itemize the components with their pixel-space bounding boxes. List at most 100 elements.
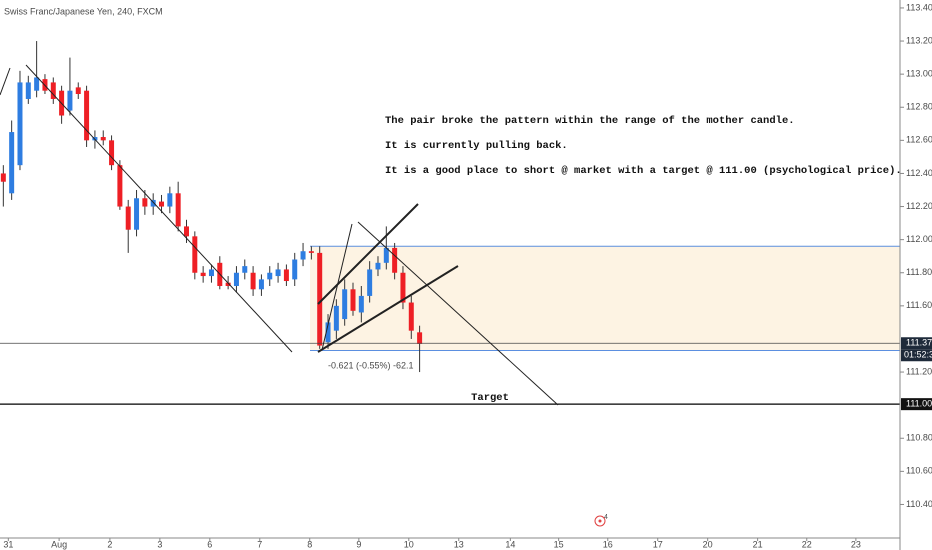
- y-tick-label: 112.200: [906, 201, 932, 211]
- y-tick-label: 113.200: [906, 35, 932, 45]
- arrow-line: [321, 223, 353, 351]
- candle-body: [383, 247, 389, 263]
- x-tick-label: 6: [207, 539, 212, 549]
- y-tick-label: 112.000: [906, 234, 932, 244]
- candle-body: [417, 332, 423, 344]
- candle-body: [84, 90, 90, 141]
- annotation: It is currently pulling back.: [385, 140, 568, 152]
- candle-body: [100, 137, 106, 141]
- trend-line: [25, 64, 293, 353]
- candle-body: [308, 251, 314, 253]
- measure-label: -0.621 (-0.55%) -62.1: [328, 360, 414, 370]
- candle-body: [183, 226, 189, 237]
- candle-body: [350, 289, 356, 311]
- candle-body: [125, 206, 131, 230]
- y-tick-label: 111.200: [906, 366, 932, 376]
- candle-body: [392, 247, 398, 273]
- x-tick-label: 14: [505, 539, 515, 549]
- last-price-label: 111.374: [906, 338, 932, 348]
- target-price-box: [901, 398, 932, 411]
- candle-body: [159, 201, 165, 207]
- candle-body: [0, 173, 6, 182]
- target-label: Target: [471, 392, 509, 404]
- candle-body: [17, 82, 23, 166]
- wedge-line: [317, 203, 419, 305]
- candle-body: [233, 272, 239, 286]
- x-tick-label: 15: [554, 539, 564, 549]
- candle-body: [67, 90, 73, 111]
- x-tick-label: 21: [753, 539, 763, 549]
- candle-body: [242, 266, 248, 273]
- y-tick-label: 113.400: [906, 2, 932, 12]
- last-price-box: [901, 337, 932, 350]
- y-tick-label: 112.400: [906, 168, 932, 178]
- candle-body: [225, 282, 231, 286]
- candle-body: [408, 302, 414, 331]
- candle-body: [9, 132, 15, 194]
- candle-body: [150, 199, 156, 207]
- x-tick-label: 31: [3, 539, 13, 549]
- candle-body: [333, 305, 339, 331]
- candle-body: [109, 140, 115, 166]
- countdown-box: [901, 349, 932, 362]
- y-tick-label: 110.400: [906, 499, 932, 509]
- x-tick-label: 13: [454, 539, 464, 549]
- range-box: [310, 246, 900, 351]
- candle-body: [200, 272, 206, 277]
- drawings: [0, 64, 559, 406]
- candle-body: [400, 272, 406, 303]
- candle-body: [25, 82, 31, 99]
- candle-body: [342, 289, 348, 320]
- countdown-label: 01:52:36: [904, 350, 932, 360]
- x-tick-label: 2: [107, 539, 112, 549]
- candle-body: [300, 251, 306, 260]
- candle-body: [292, 259, 298, 280]
- event-count: 4: [604, 514, 608, 521]
- arrow-line: [0, 67, 11, 96]
- x-tick-label: 9: [356, 539, 361, 549]
- candle-body: [117, 165, 123, 207]
- trend-line: [357, 221, 559, 406]
- candle-body: [367, 269, 373, 296]
- candle-body: [167, 193, 173, 207]
- y-tick-label: 110.600: [906, 466, 932, 476]
- chart-title: Swiss Franc/Japanese Yen, 240, FXCM: [4, 6, 163, 16]
- annotation: It is a good place to short @ market wit…: [385, 165, 902, 177]
- candle-body: [258, 279, 264, 290]
- candle-body: [142, 198, 148, 207]
- y-tick-label: 113.000: [906, 69, 932, 79]
- x-tick-label: 8: [307, 539, 312, 549]
- x-tick-label: 22: [802, 539, 812, 549]
- x-tick-label: 20: [703, 539, 713, 549]
- x-tick-label: 10: [404, 539, 414, 549]
- candle-body: [375, 262, 381, 270]
- event-dot: [598, 519, 602, 523]
- candle-body: [250, 272, 256, 290]
- x-tick-label: 16: [603, 539, 613, 549]
- candle-body: [34, 77, 40, 91]
- candle-body: [134, 198, 140, 230]
- candle-body: [75, 87, 81, 95]
- y-tick-label: 112.800: [906, 102, 932, 112]
- y-tick-label: 111.800: [906, 267, 932, 277]
- y-tick-label: 111.600: [906, 300, 932, 310]
- candle-body: [50, 82, 56, 99]
- candle-body: [175, 193, 181, 227]
- x-tick-label: Aug: [51, 539, 67, 549]
- candle-body: [358, 295, 364, 313]
- annotation: The pair broke the pattern within the ra…: [385, 115, 795, 127]
- candle-body: [317, 252, 323, 346]
- x-tick-label: 3: [157, 539, 162, 549]
- y-tick-label: 112.600: [906, 135, 932, 145]
- y-tick-label: 110.800: [906, 433, 932, 443]
- candle-body: [267, 272, 273, 280]
- plot: [0, 41, 900, 405]
- x-tick-label: 17: [653, 539, 663, 549]
- candle-body: [208, 269, 214, 277]
- candle-body: [275, 269, 281, 277]
- candle-body: [325, 322, 331, 343]
- target-price-label: 111.006: [906, 399, 932, 409]
- x-tick-label: 23: [851, 539, 861, 549]
- wedge-line: [317, 265, 459, 353]
